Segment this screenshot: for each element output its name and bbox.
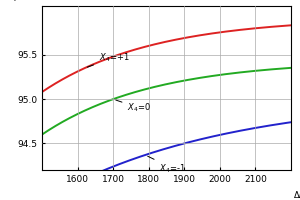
Text: $\Delta P_{TSDC}$ ,: $\Delta P_{TSDC}$ ,: [293, 190, 300, 200]
Text: $X_4$=0: $X_4$=0: [116, 100, 151, 114]
Text: $X_4$=-1: $X_4$=-1: [148, 156, 186, 175]
Text: $X_4$=+1: $X_4$=+1: [87, 51, 130, 67]
Text: $\eta_{c}$ , %: $\eta_{c}$ , %: [10, 0, 38, 3]
